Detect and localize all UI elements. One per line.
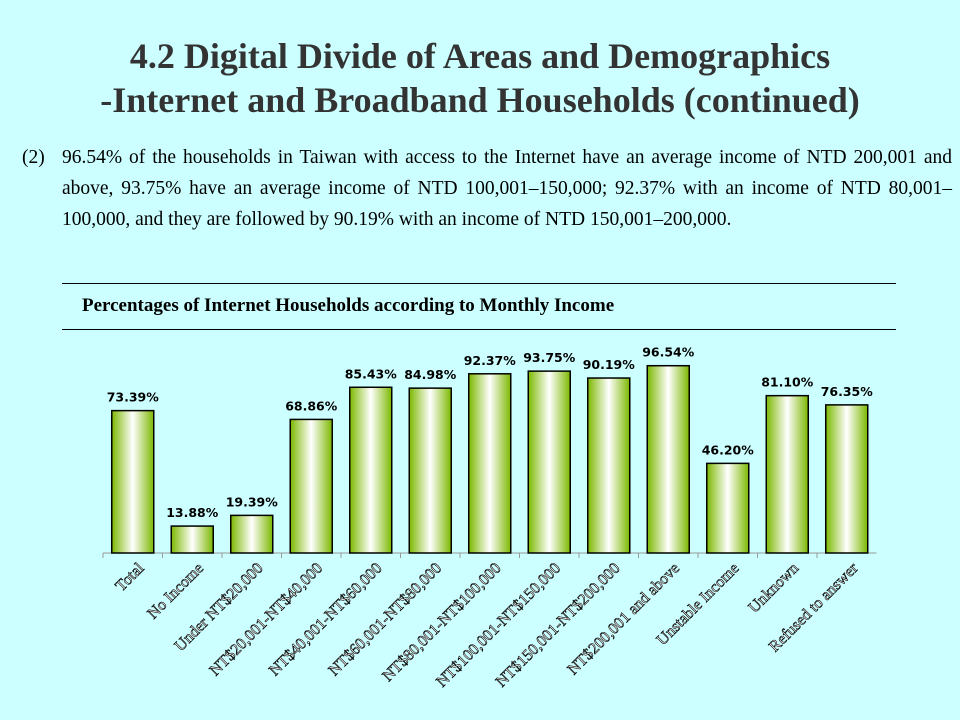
- description-paragraph: (2) 96.54% of the households in Taiwan w…: [22, 142, 952, 235]
- bar-value-label: 19.39%: [226, 494, 279, 509]
- bar: [468, 373, 512, 554]
- bar-value-label: 93.75%: [523, 350, 576, 365]
- bar: [111, 409, 155, 554]
- bar: [289, 418, 333, 554]
- bar: [170, 525, 214, 554]
- bar: [230, 514, 274, 554]
- category-label: Total: [112, 559, 147, 594]
- bar: [527, 370, 571, 554]
- page-title: 4.2 Digital Divide of Areas and Demograp…: [0, 34, 960, 122]
- paragraph-number: (2): [22, 147, 45, 168]
- bar-value-label: 85.43%: [345, 366, 398, 381]
- category-label: No Income: [144, 560, 207, 623]
- bar-value-label: 46.20%: [702, 442, 755, 457]
- bar-value-label: 90.19%: [583, 357, 636, 372]
- bar: [825, 404, 869, 554]
- category-label: NT$80,001-NT$100,000: [379, 560, 504, 685]
- paragraph-text: 96.54% of the households in Taiwan with …: [62, 147, 952, 230]
- bar-value-label: 68.86%: [285, 398, 338, 413]
- chart-title: Percentages of Internet Households accor…: [82, 295, 615, 316]
- chart-title-rule-bottom: [62, 329, 896, 330]
- chart-title-rule-top: [62, 283, 896, 284]
- category-label: NT$60,001-NT$80,000: [326, 560, 445, 679]
- bar: [765, 394, 809, 554]
- page-title-line-2: -Internet and Broadband Households (cont…: [100, 80, 860, 120]
- bar-value-label: 96.54%: [642, 345, 695, 360]
- category-label: NT$100,001-NT$150,000: [433, 560, 564, 691]
- bar-value-label: 92.37%: [464, 353, 517, 368]
- bar: [408, 387, 452, 554]
- bar-value-label: 84.98%: [404, 367, 457, 382]
- category-label: NT$150,001-NT$200,000: [493, 560, 624, 691]
- bar-value-label: 73.39%: [107, 390, 160, 405]
- bar: [706, 462, 750, 554]
- bar-value-label: 81.10%: [761, 375, 814, 390]
- bar-value-label: 13.88%: [166, 505, 219, 520]
- bar: [349, 386, 393, 554]
- bar: [646, 364, 690, 554]
- category-label: NT$200,001 and above: [565, 560, 684, 679]
- bar: [587, 377, 631, 554]
- bar-value-label: 76.35%: [821, 384, 874, 399]
- category-label: NT$40,001-NT$60,000: [266, 560, 385, 679]
- category-label: NT$20,001-NT$40,000: [207, 560, 326, 679]
- page-title-line-1: 4.2 Digital Divide of Areas and Demograp…: [129, 36, 831, 76]
- category-label: Unknown: [745, 560, 802, 617]
